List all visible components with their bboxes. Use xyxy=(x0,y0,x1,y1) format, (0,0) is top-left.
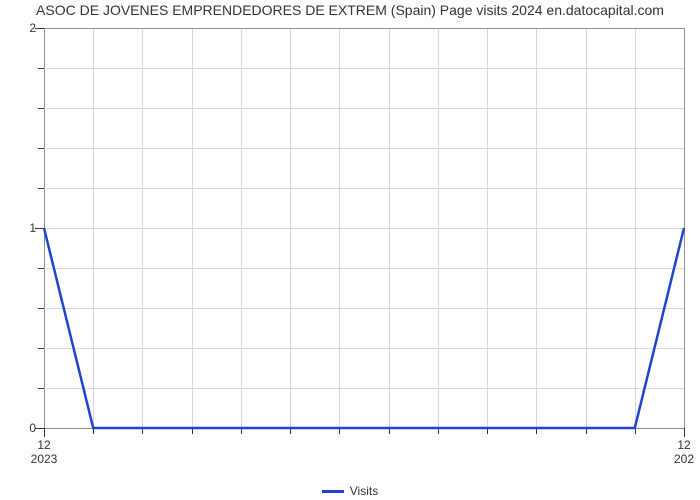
legend-item-visits: Visits xyxy=(322,484,378,498)
y-tick-major xyxy=(35,228,44,229)
plot-area xyxy=(44,28,684,428)
x-axis-label: 12 xyxy=(37,438,50,452)
grid-line-vertical xyxy=(684,28,685,428)
y-tick-major xyxy=(35,28,44,29)
series-visits xyxy=(44,228,684,428)
chart-title: ASOC DE JOVENES EMPRENDEDORES DE EXTREM … xyxy=(0,2,700,18)
page-root: ASOC DE JOVENES EMPRENDEDORES DE EXTREM … xyxy=(0,0,700,500)
y-axis-label: 1 xyxy=(18,221,36,235)
x-axis-sublabel: 202 xyxy=(674,452,694,466)
legend-swatch xyxy=(322,490,344,493)
legend: Visits xyxy=(0,480,700,499)
x-axis-label: 12 xyxy=(677,438,690,452)
x-tick-major xyxy=(684,428,685,437)
x-axis-sublabel: 2023 xyxy=(31,452,58,466)
y-axis-label: 2 xyxy=(18,21,36,35)
legend-label: Visits xyxy=(350,484,378,498)
y-axis-label: 0 xyxy=(18,421,36,435)
chart-area: 012 12202312202 xyxy=(18,28,688,446)
series-line xyxy=(44,28,684,428)
y-tick-major xyxy=(35,428,44,429)
x-tick-major xyxy=(44,428,45,437)
